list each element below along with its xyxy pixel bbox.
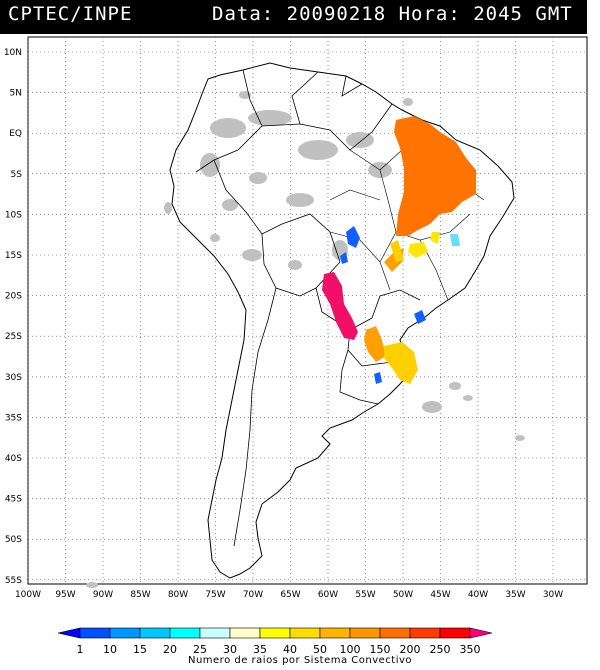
colorbar-label: 20 bbox=[163, 643, 177, 654]
colorbar-swatches bbox=[57, 627, 493, 639]
timestamp-label: Data: 20090218 Hora: 2045 GMT bbox=[212, 3, 573, 25]
cell-mato-grosso-blue bbox=[346, 226, 360, 248]
lon-label: 80W bbox=[168, 590, 188, 600]
lon-label: 55W bbox=[355, 590, 375, 600]
lightning-cells bbox=[322, 116, 476, 384]
colorbar-swatch bbox=[139, 627, 171, 639]
lat-label: EQ bbox=[9, 129, 22, 139]
lat-label: 10S bbox=[5, 210, 22, 220]
colorbar-swatch bbox=[109, 627, 141, 639]
colorbar: 1 10 15 20 25 30 35 40 50 100 150 200 250 350 bbox=[57, 627, 493, 654]
colorbar-arrow-right bbox=[469, 627, 493, 639]
colorbar-label: 200 bbox=[400, 643, 421, 654]
colorbar-swatch bbox=[409, 627, 441, 639]
colorbar-label: 40 bbox=[283, 643, 297, 654]
lon-label: 40W bbox=[468, 590, 488, 600]
lon-label: 35W bbox=[505, 590, 525, 600]
lon-label: 95W bbox=[55, 590, 75, 600]
colorbar-swatch bbox=[439, 627, 471, 639]
colorbar-labels: 1 10 15 20 25 30 35 40 50 100 150 200 250 350 bbox=[77, 643, 481, 654]
cell-parana-blue bbox=[414, 310, 426, 324]
colorbar-swatch bbox=[289, 627, 321, 639]
colorbar-swatch bbox=[259, 627, 291, 639]
agency-label: CPTEC/INPE bbox=[8, 3, 133, 25]
colorbar-label: 1 bbox=[77, 643, 84, 654]
colorbar-swatch bbox=[199, 627, 231, 639]
lon-label: 50W bbox=[393, 590, 413, 600]
lat-label: 15S bbox=[5, 251, 22, 261]
colorbar-label: 10 bbox=[103, 643, 117, 654]
lat-label: 35S bbox=[5, 413, 22, 423]
colorbar-swatch bbox=[379, 627, 411, 639]
lon-label: 45W bbox=[430, 590, 450, 600]
lat-label: 45S bbox=[5, 495, 22, 505]
colorbar-arrow-left bbox=[57, 627, 81, 639]
colorbar-label: 250 bbox=[430, 643, 451, 654]
lat-label: 25S bbox=[5, 332, 22, 342]
lat-label: 30S bbox=[5, 373, 22, 383]
cell-south-orange bbox=[364, 326, 386, 362]
lat-label: 5S bbox=[11, 170, 23, 180]
lat-label: 5N bbox=[10, 89, 22, 99]
colorbar-swatch bbox=[169, 627, 201, 639]
cell-bahia-yellow bbox=[408, 242, 428, 258]
lat-label: 55S bbox=[5, 576, 22, 586]
lon-label: 30W bbox=[543, 590, 563, 600]
colorbar-label: 350 bbox=[460, 643, 481, 654]
cloud-cover bbox=[86, 91, 525, 588]
cell-northeast-orange bbox=[394, 116, 476, 236]
lat-label: 50S bbox=[5, 535, 22, 545]
colorbar-swatch bbox=[349, 627, 381, 639]
lon-label: 75W bbox=[205, 590, 225, 600]
lon-label: 100W bbox=[15, 590, 41, 600]
cell-south-yellow bbox=[384, 342, 418, 384]
cell-mato-grosso-blue-2 bbox=[340, 252, 348, 264]
lon-label: 90W bbox=[93, 590, 113, 600]
colorbar-label: 30 bbox=[223, 643, 237, 654]
cell-chaco-pink bbox=[322, 272, 358, 340]
lon-label: 65W bbox=[280, 590, 300, 600]
colorbar-label: 100 bbox=[340, 643, 361, 654]
colorbar-label: 150 bbox=[370, 643, 391, 654]
lon-label: 60W bbox=[318, 590, 338, 600]
colorbar-label: 15 bbox=[133, 643, 147, 654]
lat-label: 10N bbox=[4, 48, 22, 58]
cell-uruguay-blue bbox=[374, 372, 382, 384]
colorbar-caption: Numero de raios por Sistema Convectivo bbox=[187, 655, 413, 666]
plot-frame bbox=[27, 36, 588, 585]
colorbar-swatch bbox=[319, 627, 351, 639]
cell-east-yellow bbox=[430, 232, 440, 244]
map-header: CPTEC/INPE Data: 20090218 Hora: 2045 GMT bbox=[0, 0, 587, 34]
colorbar-label: 50 bbox=[313, 643, 327, 654]
coastline bbox=[169, 62, 515, 579]
lon-label: 85W bbox=[130, 590, 150, 600]
lat-label: 40S bbox=[5, 454, 22, 464]
colorbar-swatch bbox=[79, 627, 111, 639]
colorbar-label: 25 bbox=[193, 643, 207, 654]
cell-east-lightblue bbox=[450, 234, 460, 246]
colorbar-label: 35 bbox=[253, 643, 267, 654]
lon-label: 70W bbox=[243, 590, 263, 600]
latitude-labels: 10N 5N EQ 5S 10S 15S 20S 25S 30S 35S 40S 45S 50S 55S bbox=[4, 48, 22, 586]
longitude-labels: 100W 95W 90W 85W 80W 75W 70W 65W 60W 55W 50W 45W 40W… bbox=[15, 590, 563, 600]
lat-label: 20S bbox=[5, 292, 22, 302]
colorbar-swatch bbox=[229, 627, 261, 639]
cell-goias-yellow bbox=[390, 240, 404, 262]
south-america-map: 10N5NEQ5S10S15S20S25S30S35S40S45S50S55S … bbox=[4, 36, 588, 600]
